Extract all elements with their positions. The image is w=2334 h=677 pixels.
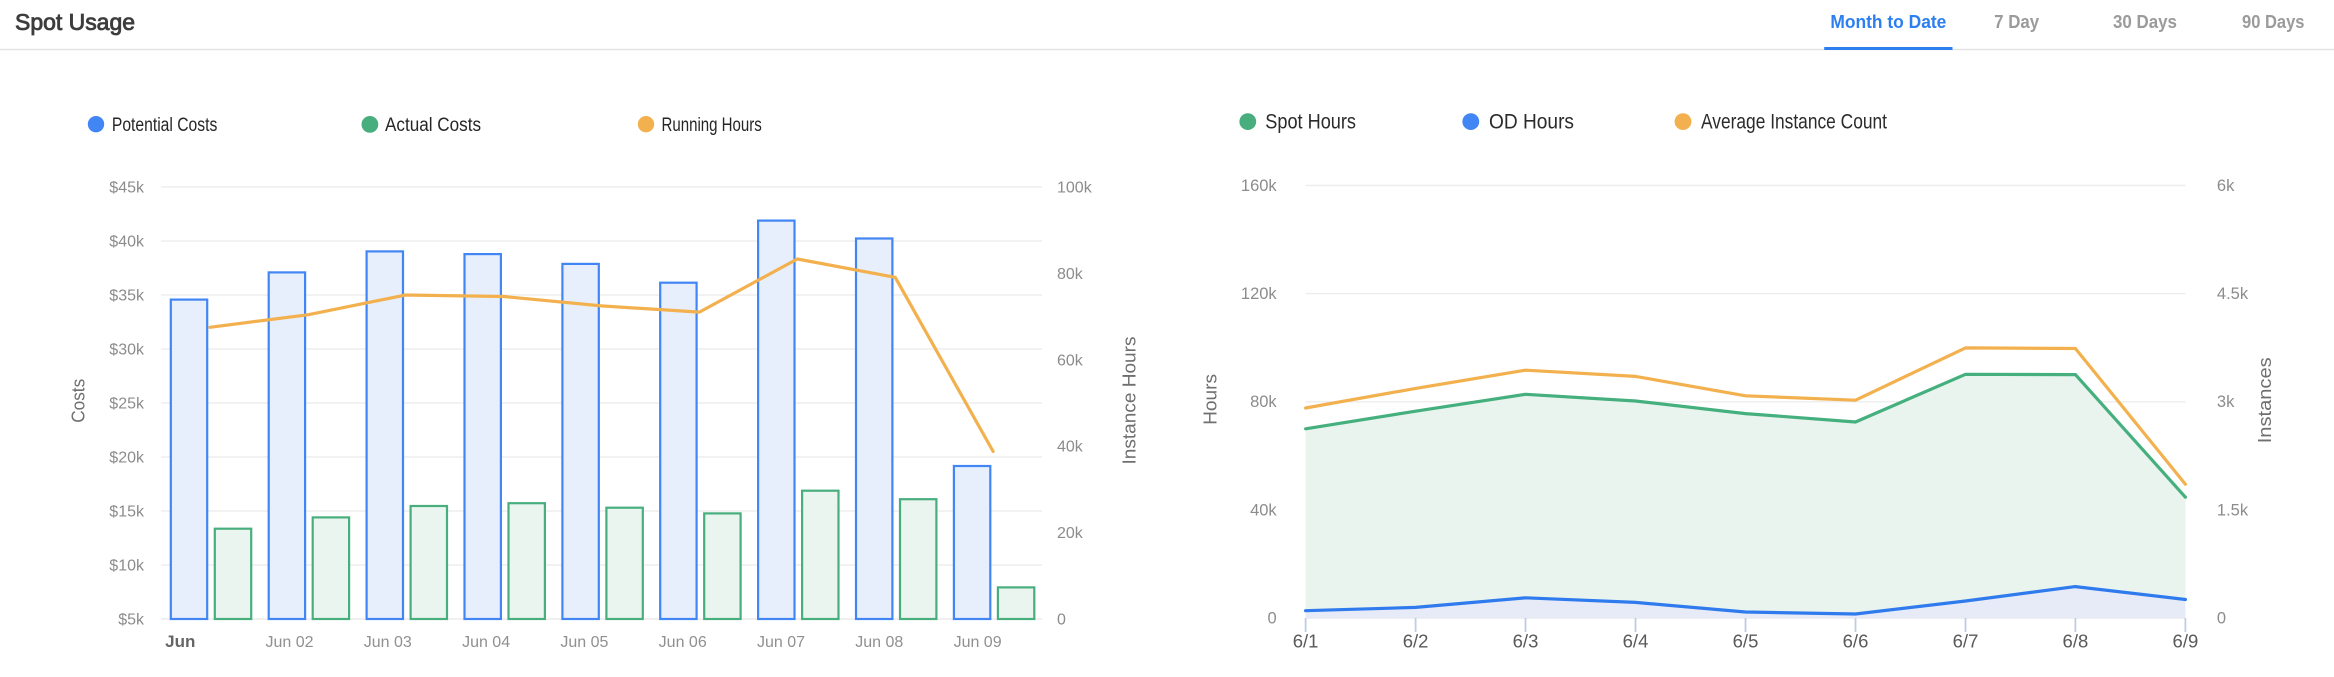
svg-text:Jun 09: Jun 09	[954, 634, 1002, 651]
svg-text:6/3: 6/3	[1513, 631, 1539, 652]
svg-text:Jun 08: Jun 08	[855, 634, 903, 651]
svg-text:0: 0	[2217, 610, 2226, 628]
svg-text:4.5k: 4.5k	[2217, 285, 2249, 303]
svg-text:$40k: $40k	[109, 234, 145, 251]
svg-text:6/4: 6/4	[1623, 631, 1649, 652]
svg-text:Month to Date: Month to Date	[1830, 11, 1946, 32]
svg-text:Spot Usage: Spot Usage	[15, 9, 135, 35]
svg-text:7 Day: 7 Day	[1994, 11, 2040, 32]
svg-text:100k: 100k	[1057, 180, 1093, 197]
svg-text:3k: 3k	[2217, 393, 2235, 411]
svg-text:Running Hours: Running Hours	[662, 115, 762, 136]
svg-text:$35k: $35k	[109, 288, 145, 305]
svg-text:$30k: $30k	[109, 342, 145, 359]
svg-text:$10k: $10k	[109, 558, 145, 575]
svg-text:0: 0	[1057, 612, 1066, 629]
svg-text:6/7: 6/7	[1953, 631, 1979, 652]
svg-text:Jun 06: Jun 06	[659, 634, 707, 651]
svg-text:$15k: $15k	[109, 504, 145, 521]
svg-text:6/8: 6/8	[2063, 631, 2089, 652]
svg-text:6/1: 6/1	[1293, 631, 1319, 652]
svg-text:Jun: Jun	[165, 632, 195, 651]
svg-text:Jun 05: Jun 05	[560, 634, 608, 651]
svg-text:$45k: $45k	[109, 180, 145, 197]
svg-text:Jun 03: Jun 03	[364, 634, 412, 651]
svg-text:Jun 04: Jun 04	[462, 634, 510, 651]
svg-text:Average Instance Count: Average Instance Count	[1701, 111, 1887, 134]
svg-text:Hours: Hours	[1200, 374, 1221, 425]
svg-text:$25k: $25k	[109, 396, 145, 413]
svg-text:OD Hours: OD Hours	[1489, 111, 1574, 134]
svg-text:6/5: 6/5	[1733, 631, 1759, 652]
svg-text:90 Days: 90 Days	[2242, 11, 2305, 32]
svg-text:40k: 40k	[1057, 439, 1084, 456]
svg-text:$20k: $20k	[109, 450, 145, 467]
svg-text:Jun 07: Jun 07	[757, 634, 805, 651]
svg-text:Instances: Instances	[2254, 357, 2275, 443]
svg-text:80k: 80k	[1250, 393, 1277, 411]
svg-text:30 Days: 30 Days	[2113, 11, 2177, 32]
svg-text:6/6: 6/6	[1843, 631, 1869, 652]
svg-text:1.5k: 1.5k	[2217, 501, 2249, 519]
svg-text:Actual Costs: Actual Costs	[385, 115, 481, 136]
svg-text:6/9: 6/9	[2173, 631, 2199, 652]
svg-text:20k: 20k	[1057, 525, 1084, 542]
svg-text:0: 0	[1268, 610, 1277, 628]
svg-text:Instance Hours: Instance Hours	[1119, 337, 1140, 465]
svg-text:160k: 160k	[1241, 177, 1278, 195]
svg-text:Spot Hours: Spot Hours	[1265, 111, 1356, 134]
svg-text:120k: 120k	[1241, 285, 1278, 303]
svg-text:6/2: 6/2	[1403, 631, 1429, 652]
svg-text:Jun 02: Jun 02	[265, 634, 313, 651]
svg-text:Costs: Costs	[68, 379, 89, 423]
svg-text:Potential Costs: Potential Costs	[112, 115, 217, 136]
svg-text:6k: 6k	[2217, 177, 2235, 195]
svg-text:40k: 40k	[1250, 501, 1277, 519]
svg-text:80k: 80k	[1057, 266, 1084, 283]
svg-text:60k: 60k	[1057, 352, 1084, 369]
svg-text:$5k: $5k	[118, 612, 145, 629]
